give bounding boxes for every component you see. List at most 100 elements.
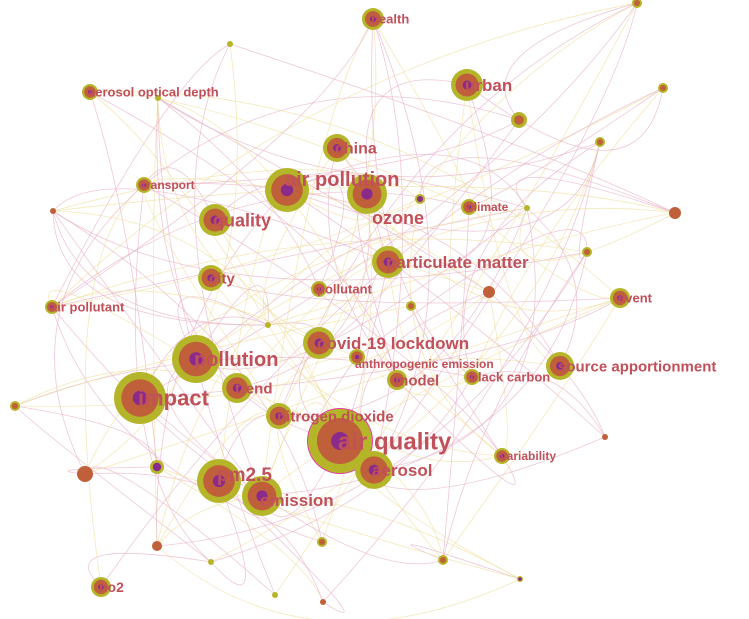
node-ozone[interactable] — [347, 174, 387, 214]
edge — [89, 91, 269, 326]
node-city[interactable] — [198, 265, 224, 291]
edge — [139, 316, 269, 399]
edge — [195, 207, 676, 360]
node-transport[interactable] — [136, 177, 152, 193]
node-aerosol[interactable] — [355, 451, 393, 489]
node-label: particulate matter — [386, 253, 529, 272]
edge — [387, 84, 492, 267]
node-event[interactable] — [610, 288, 630, 308]
edge — [143, 119, 520, 186]
edge — [463, 141, 601, 378]
node-label: air pollution — [285, 169, 399, 191]
node-label: air pollutant — [50, 300, 125, 315]
node-label: aerosol optical depth — [88, 85, 219, 100]
node-aerosol-optical-depth[interactable] — [82, 84, 98, 100]
node-unlabeled[interactable] — [658, 83, 668, 93]
node-unlabeled[interactable] — [155, 95, 161, 101]
node-unlabeled[interactable] — [483, 286, 495, 298]
edge — [14, 405, 212, 563]
node-particulate-matter[interactable] — [372, 246, 404, 278]
node-label: climate — [467, 200, 509, 214]
edge — [143, 183, 561, 367]
node-label: covid-19 lockdown — [317, 334, 469, 353]
node-unlabeled[interactable] — [208, 559, 214, 565]
node-label: aerosol — [372, 461, 432, 480]
node-unlabeled[interactable] — [632, 0, 642, 8]
node-quality[interactable] — [199, 204, 231, 236]
node-unlabeled[interactable] — [582, 247, 592, 257]
edge — [371, 18, 473, 378]
edge — [519, 207, 676, 261]
node-trend[interactable] — [222, 373, 252, 403]
node-unlabeled[interactable] — [406, 301, 416, 311]
edge — [84, 472, 324, 603]
edge — [89, 91, 621, 299]
node-air-pollutant[interactable] — [45, 300, 59, 314]
edge — [139, 397, 444, 565]
node-unlabeled[interactable] — [152, 541, 162, 551]
node-unlabeled[interactable] — [265, 322, 271, 328]
node-unlabeled[interactable] — [511, 112, 527, 128]
node-health[interactable] — [362, 8, 384, 30]
node-model[interactable] — [387, 370, 407, 390]
node-air-quality[interactable] — [307, 408, 373, 474]
node-unlabeled[interactable] — [415, 194, 425, 204]
node-covid-19-lockdown[interactable] — [303, 327, 335, 359]
node-air-pollution[interactable] — [265, 168, 309, 212]
node-label: black carbon — [470, 370, 550, 385]
node-unlabeled[interactable] — [10, 401, 20, 411]
node-label: model — [395, 372, 439, 389]
node-pollutant[interactable] — [311, 281, 327, 297]
node-unlabeled[interactable] — [227, 41, 233, 47]
node-pollution[interactable] — [172, 335, 220, 383]
node-label: health — [371, 12, 409, 27]
edge — [52, 210, 269, 326]
edge — [52, 210, 341, 442]
node-label: nitrogen dioxide — [277, 408, 394, 425]
edge — [84, 43, 238, 475]
edge — [267, 212, 676, 326]
edge — [51, 43, 231, 308]
node-china[interactable] — [323, 134, 351, 162]
node-impact[interactable] — [114, 372, 166, 424]
edge — [410, 305, 503, 457]
edge — [210, 277, 621, 304]
node-climate[interactable] — [461, 199, 477, 215]
node-label: quality — [213, 210, 271, 230]
node-pm2-5[interactable] — [197, 459, 241, 503]
edge — [321, 193, 372, 543]
edge — [263, 147, 338, 326]
edge — [51, 306, 323, 543]
node-unlabeled[interactable] — [150, 460, 164, 474]
node-unlabeled[interactable] — [438, 555, 448, 565]
node-emission[interactable] — [242, 476, 282, 516]
node-black-carbon[interactable] — [464, 369, 480, 385]
node-unlabeled[interactable] — [524, 205, 530, 211]
node-variability[interactable] — [494, 448, 510, 464]
edge — [89, 91, 398, 381]
node-unlabeled[interactable] — [50, 208, 56, 214]
edge — [14, 291, 490, 407]
edge — [84, 184, 145, 588]
node-unlabeled[interactable] — [317, 537, 327, 547]
node-unlabeled[interactable] — [320, 599, 326, 605]
node-label: pm2.5 — [217, 465, 272, 486]
edge — [471, 371, 606, 438]
node-unlabeled[interactable] — [602, 434, 608, 440]
edge — [442, 297, 621, 561]
node-urban[interactable] — [451, 69, 483, 101]
node-unlabeled[interactable] — [595, 137, 605, 147]
edge — [515, 176, 676, 214]
edge — [51, 191, 470, 308]
node-no2[interactable] — [91, 577, 111, 597]
edge — [466, 84, 664, 151]
node-nitrogen-dioxide[interactable] — [266, 403, 292, 429]
node-unlabeled[interactable] — [77, 466, 93, 482]
edge — [157, 97, 320, 290]
node-unlabeled[interactable] — [517, 576, 523, 582]
edge — [442, 251, 588, 561]
node-unlabeled[interactable] — [669, 207, 681, 219]
node-source-apportionment[interactable] — [546, 352, 574, 380]
node-anthropogenic-emission[interactable] — [349, 349, 365, 365]
node-unlabeled[interactable] — [272, 592, 278, 598]
